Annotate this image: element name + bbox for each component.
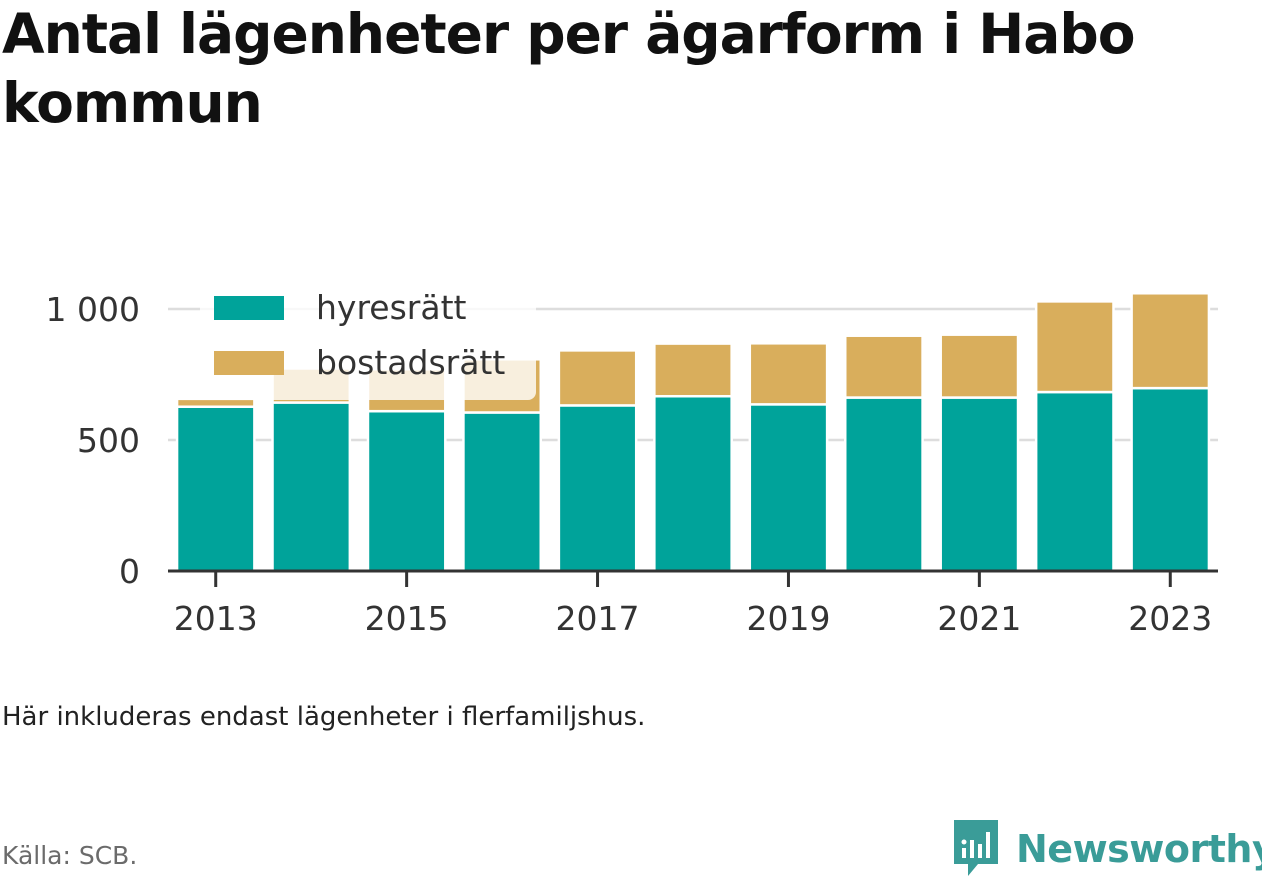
bar-bostadsratt-2013 <box>175 397 256 408</box>
chart-note: Här inkluderas endast lägenheter i flerf… <box>2 702 646 732</box>
y-tick-label: 0 <box>119 552 140 591</box>
x-tick-label: 2019 <box>746 599 830 638</box>
bar-hyresratt-2018 <box>653 394 733 573</box>
bar-hyresratt-2015 <box>366 409 447 573</box>
x-tick-label: 2013 <box>174 599 258 638</box>
bar-bostadsratt-2021 <box>939 333 1020 399</box>
legend-label: bostadsrätt <box>316 343 505 382</box>
source-label: Källa: SCB. <box>2 841 138 870</box>
x-tick-label: 2017 <box>556 599 640 638</box>
bar-hyresratt-2016 <box>462 411 543 573</box>
legend-swatch-bostadsratt <box>214 351 284 375</box>
legend-label: hyresrätt <box>316 288 467 327</box>
legend-swatch-hyresratt <box>214 296 284 320</box>
newsworthy-logo-icon <box>954 820 998 876</box>
y-tick-label: 1 000 <box>46 290 140 329</box>
brand-logo: Newsworthy <box>950 818 1262 880</box>
legend: hyresrätt bostadsrätt <box>200 282 536 400</box>
bars <box>175 292 1211 573</box>
axes: 0 500 1 000 2013 2015 2017 2019 2021 2023 <box>46 290 1218 638</box>
x-tick-label: 2015 <box>365 599 449 638</box>
bar-hyresratt-2019 <box>748 403 829 573</box>
stacked-bar-chart: 0 500 1 000 2013 2015 2017 2019 2021 2023 hyresr… <box>45 282 1218 638</box>
bar-bostadsratt-2017 <box>557 349 638 407</box>
bar-bostadsratt-2018 <box>653 342 733 398</box>
bar-hyresratt-2013 <box>175 405 256 573</box>
bar-bostadsratt-2023 <box>1130 292 1211 390</box>
x-tick-label: 2021 <box>937 599 1021 638</box>
chart-title: Antal lägenheter per ägarform i Habo kom… <box>2 2 1136 135</box>
brand-name: Newsworthy <box>1016 827 1262 871</box>
x-tick-label: 2023 <box>1128 599 1212 638</box>
bar-hyresratt-2017 <box>557 404 638 573</box>
bar-hyresratt-2020 <box>844 396 924 573</box>
y-tick-label: 500 <box>77 421 140 460</box>
bar-hyresratt-2023 <box>1130 386 1211 573</box>
bar-bostadsratt-2019 <box>748 342 829 406</box>
bar-hyresratt-2021 <box>939 396 1020 573</box>
bar-bostadsratt-2020 <box>844 334 924 399</box>
bar-bostadsratt-2022 <box>1034 300 1115 394</box>
bar-hyresratt-2022 <box>1034 390 1115 573</box>
bar-hyresratt-2014 <box>271 401 352 573</box>
